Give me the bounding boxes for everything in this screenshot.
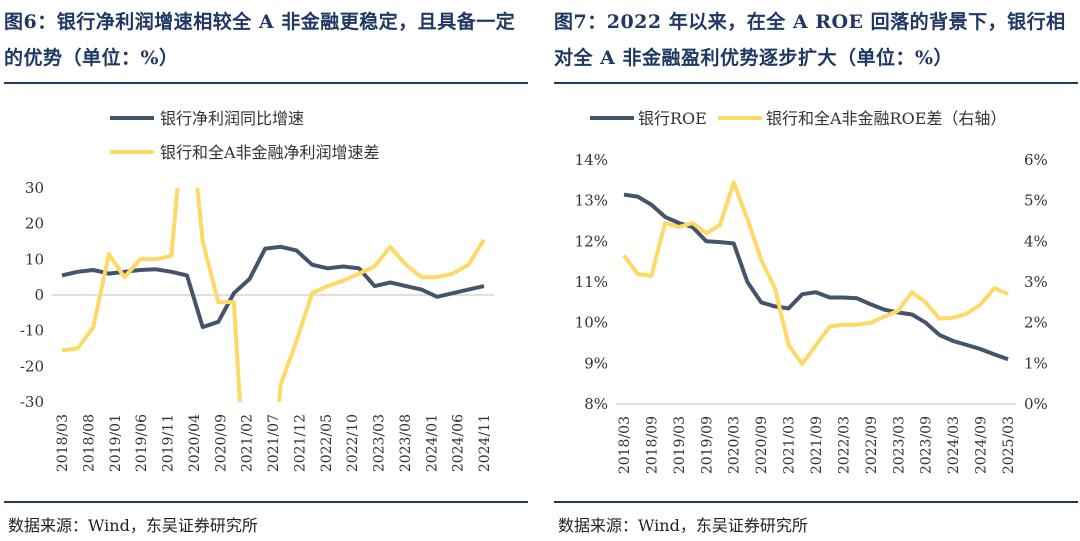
x-tick-label: 2022/09	[864, 416, 880, 474]
x-tick-label: 2025/03	[1001, 416, 1017, 474]
legend-label-bank-growth: 银行净利润同比增速	[160, 109, 304, 128]
x-tick-label: 2023/08	[398, 414, 414, 472]
series-roe-diff	[622, 180, 1009, 367]
series-bank-roe	[623, 192, 1009, 362]
figure-7-panel: 图7：2022 年以来，在全 A ROE 回落的背景下，银行相对全 A 非金融盈…	[554, 0, 1080, 541]
figure-6-source: 数据来源：Wind，东吴证券研究所	[8, 516, 258, 535]
x-tick-label: 2021/07	[266, 414, 282, 472]
y-tick-label-right: 4%	[1024, 232, 1048, 250]
y-tick-label-right: 3%	[1024, 273, 1048, 291]
x-tick-label: 2022/03	[836, 416, 852, 474]
y-tick-label-left: 8%	[584, 395, 608, 413]
y-tick-label-left: 10%	[575, 314, 608, 332]
x-tick-label: 2024/03	[946, 416, 962, 474]
x-tick-label: 2020/03	[727, 416, 743, 474]
x-tick-label: 2023/03	[891, 416, 907, 474]
series-growth-diff	[61, 188, 486, 402]
x-tick-label: 2021/12	[292, 414, 308, 472]
x-tick-label: 2024/01	[424, 414, 440, 472]
x-tick-label: 2018/03	[617, 416, 633, 474]
y-tick-label-right: 5%	[1024, 192, 1048, 210]
x-tick-label: 2024/11	[477, 414, 493, 472]
x-tick-label: 2023/03	[372, 414, 388, 472]
y-tick-label: 10	[25, 250, 44, 268]
y-tick-label-left: 9%	[584, 354, 608, 372]
y-tick-label-left: 14%	[575, 151, 608, 169]
y-tick-label: 0	[34, 286, 44, 304]
y-tick-label-left: 11%	[575, 273, 608, 291]
y-tick-label-right: 2%	[1024, 314, 1048, 332]
x-tick-label: 2022/05	[319, 414, 335, 472]
y-tick-label: -10	[20, 322, 44, 340]
x-tick-label: 2021/09	[809, 416, 825, 474]
y-tick-label-right: 6%	[1024, 151, 1048, 169]
y-tick-label-left: 12%	[575, 232, 608, 250]
figure-6-bottom-rule	[4, 501, 528, 503]
x-tick-label: 2024/09	[974, 416, 990, 474]
figure-6-top-rule	[4, 82, 528, 84]
x-tick-label: 2021/02	[240, 414, 256, 472]
x-tick-label: 2018/08	[81, 414, 97, 472]
y-tick-label-right: 1%	[1024, 354, 1048, 372]
y-tick-label: -30	[20, 393, 44, 411]
x-tick-label: 2019/09	[699, 416, 715, 474]
x-tick-label: 2022/10	[345, 414, 361, 472]
x-tick-label: 2023/09	[919, 416, 935, 474]
x-tick-label: 2018/09	[644, 416, 660, 474]
figure-7-chart: 银行ROE 银行和全A非金融ROE差（右轴） 8% 9% 10% 11% 12% 13% 14%…	[575, 109, 1048, 474]
y-tick-label: 30	[25, 179, 44, 197]
x-tick-label: 2019/06	[134, 414, 150, 472]
figure-7-top-rule	[554, 82, 1078, 84]
figure-7-source: 数据来源：Wind，东吴证券研究所	[558, 516, 808, 535]
x-tick-label: 2018/03	[55, 414, 71, 472]
legend-label-growth-diff: 银行和全A非金融净利润增速差	[160, 143, 380, 162]
x-tick-label: 2021/03	[782, 416, 798, 474]
x-tick-label: 2019/03	[672, 416, 688, 474]
x-tick-label: 2019/11	[161, 414, 177, 472]
figure-6-title: 图6：银行净利润增速相较全 A 非金融更稳定，且具备一定的优势（单位：%）	[4, 11, 516, 69]
series-bank-profit-growth	[61, 244, 485, 330]
figure-7-title: 图7：2022 年以来，在全 A ROE 回落的背景下，银行相对全 A 非金融盈…	[554, 11, 1066, 69]
y-tick-label-left: 13%	[575, 192, 608, 210]
y-tick-label-right: 0%	[1024, 395, 1048, 413]
legend-label-bank-roe: 银行ROE	[638, 109, 707, 128]
x-tick-label: 2020/09	[754, 416, 770, 474]
figure-7-bottom-rule	[554, 501, 1078, 503]
x-tick-label: 2019/01	[108, 414, 124, 472]
x-tick-label: 2020/09	[213, 414, 229, 472]
x-tick-label: 2020/04	[187, 414, 203, 472]
figure-6-panel: 图6：银行净利润增速相较全 A 非金融更稳定，且具备一定的优势（单位：%） 银行…	[4, 0, 534, 541]
y-tick-label: -20	[20, 357, 44, 375]
x-tick-label: 2024/06	[451, 414, 467, 472]
legend-label-roe-diff: 银行和全A非金融ROE差（右轴）	[766, 109, 1006, 128]
y-tick-label: 20	[25, 215, 44, 233]
